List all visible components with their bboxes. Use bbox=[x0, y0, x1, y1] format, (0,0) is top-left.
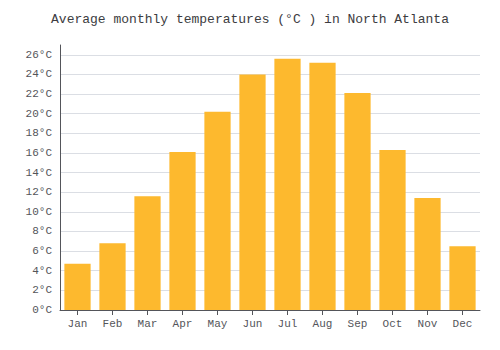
svg-text:22°C: 22°C bbox=[26, 88, 53, 100]
svg-text:2°C: 2°C bbox=[32, 284, 52, 296]
svg-text:Jul: Jul bbox=[278, 318, 298, 330]
svg-text:Jan: Jan bbox=[68, 318, 88, 330]
svg-text:Aug: Aug bbox=[313, 318, 333, 330]
svg-text:10°C: 10°C bbox=[26, 206, 53, 218]
svg-text:Average monthly temperatures (: Average monthly temperatures (°C ) in No… bbox=[51, 12, 449, 27]
svg-text:24°C: 24°C bbox=[26, 68, 53, 80]
svg-text:18°C: 18°C bbox=[26, 127, 53, 139]
svg-text:8°C: 8°C bbox=[32, 225, 52, 237]
svg-text:Oct: Oct bbox=[383, 318, 403, 330]
svg-text:May: May bbox=[208, 318, 228, 330]
svg-text:12°C: 12°C bbox=[26, 186, 53, 198]
svg-text:Jun: Jun bbox=[243, 318, 263, 330]
svg-text:Nov: Nov bbox=[418, 318, 438, 330]
svg-text:Dec: Dec bbox=[453, 318, 473, 330]
svg-text:20°C: 20°C bbox=[26, 108, 53, 120]
svg-text:Apr: Apr bbox=[173, 318, 193, 330]
svg-text:4°C: 4°C bbox=[32, 265, 52, 277]
svg-text:6°C: 6°C bbox=[32, 245, 52, 257]
svg-text:0°C: 0°C bbox=[32, 304, 52, 316]
svg-text:Mar: Mar bbox=[138, 318, 158, 330]
svg-text:16°C: 16°C bbox=[26, 147, 53, 159]
svg-text:26°C: 26°C bbox=[26, 49, 53, 61]
svg-text:Sep: Sep bbox=[348, 318, 368, 330]
svg-text:14°C: 14°C bbox=[26, 167, 53, 179]
svg-text:Feb: Feb bbox=[103, 318, 123, 330]
